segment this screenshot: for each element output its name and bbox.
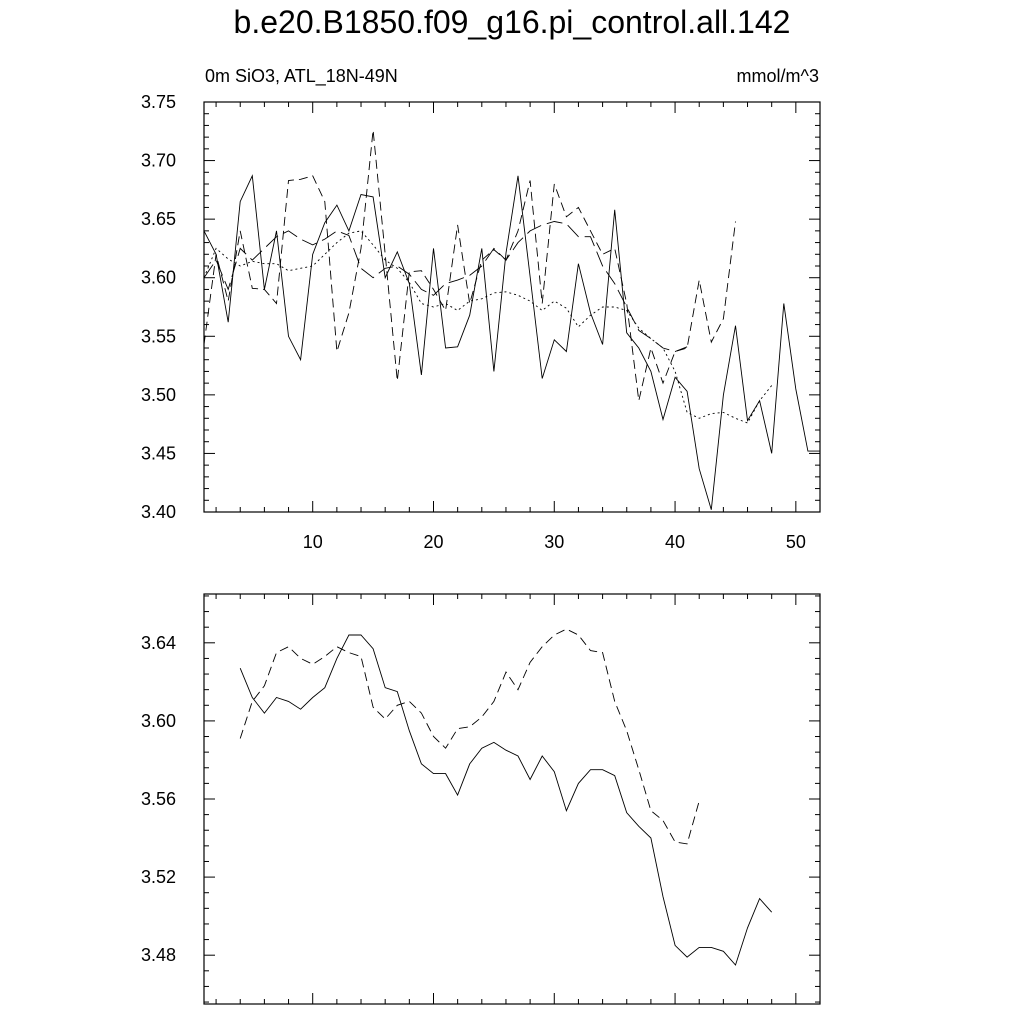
bottom-panel: 3.48 3.52 3.56 3.60 3.64 [141,593,821,1005]
y-tick-label: 3.52 [141,867,176,887]
y-tick-label: 3.75 [141,92,176,112]
plot-frame [203,101,821,513]
y-tick-label: 3.64 [141,633,176,653]
y-tick-label: 3.40 [141,502,176,522]
y-tick-label: 3.55 [141,326,176,346]
chart-subtitle-left: 0m SiO3, ATL_18N-49N [205,66,398,86]
series-line-long-dashed [203,221,688,352]
series-line-dashed [203,130,736,401]
y-tick-label: 3.48 [141,945,176,965]
series-line-solid [203,174,820,510]
chart-title: b.e20.B1850.f09_g16.pi_control.all.142 [233,4,791,40]
y-tick-label: 3.50 [141,385,176,405]
series-line-solid [239,634,773,966]
series-line-dotted [203,230,773,424]
y-tick-label: 3.45 [141,443,176,463]
series-line-dashed [239,628,700,845]
top-panel: 10 20 30 40 50 3.40 3.45 3.50 3.55 3.60 3.65 3.70 3.… [141,92,821,552]
y-tick-label: 3.60 [141,711,176,731]
x-tick-label: 40 [665,532,685,552]
x-tick-label: 50 [786,532,806,552]
x-tick-label: 10 [303,532,323,552]
x-tick-label: 20 [423,532,443,552]
y-tick-label: 3.60 [141,268,176,288]
x-tick-label: 30 [544,532,564,552]
chart-units-label: mmol/m^3 [736,66,819,86]
plot-frame [203,593,821,1005]
y-tick-label: 3.65 [141,209,176,229]
y-tick-label: 3.56 [141,789,176,809]
y-tick-label: 3.70 [141,151,176,171]
